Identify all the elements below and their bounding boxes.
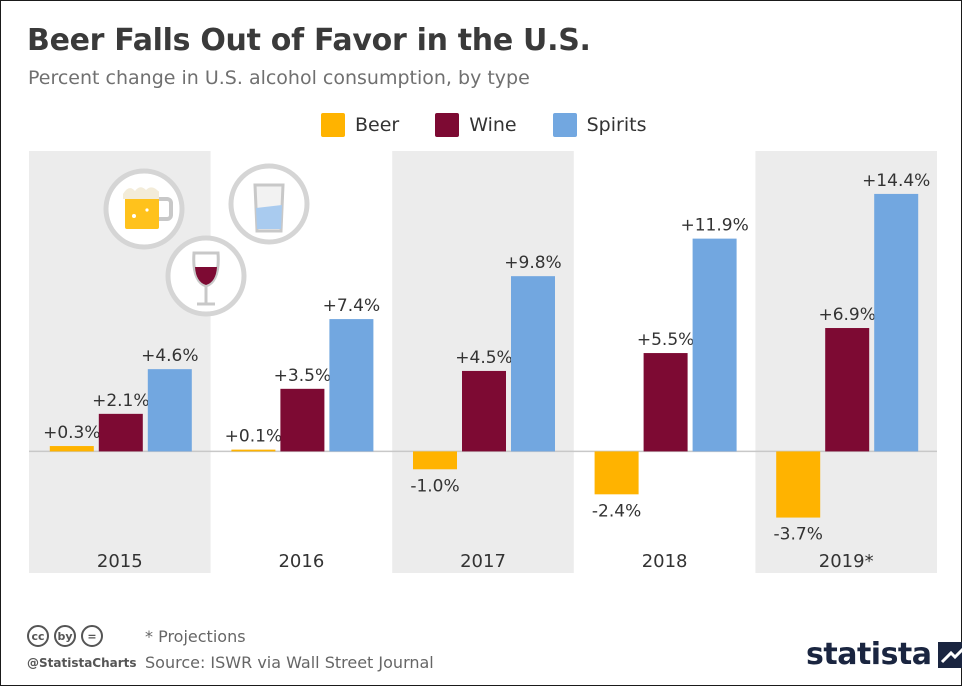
- data-label: +4.5%: [455, 348, 512, 368]
- bar-wine: [643, 353, 688, 452]
- statista-wordmark: statista: [806, 637, 932, 672]
- data-label: +6.9%: [818, 305, 875, 325]
- legend-label-spirits: Spirits: [586, 114, 647, 136]
- bar-beer: [776, 451, 821, 518]
- legend-item-beer: Beer: [321, 113, 399, 137]
- bar-wine: [280, 388, 325, 452]
- data-label: +2.1%: [92, 391, 149, 411]
- legend-swatch-beer: [321, 113, 345, 137]
- data-label: +7.4%: [323, 296, 380, 316]
- bar-beer: [413, 451, 457, 470]
- source-note: Source: ISWR via Wall Street Journal: [145, 653, 434, 672]
- bar-wine: [98, 413, 143, 452]
- statista-logo-icon: [937, 641, 962, 668]
- data-label: +5.5%: [637, 330, 694, 350]
- legend-label-wine: Wine: [469, 114, 517, 136]
- beer-mug-icon: [103, 168, 185, 250]
- legend-swatch-spirits: [552, 113, 577, 137]
- data-label: +14.4%: [862, 171, 930, 191]
- bar-wine: [462, 370, 506, 452]
- attribution-icon: by: [54, 625, 76, 647]
- x-tick-label: 2018: [642, 551, 688, 572]
- bar-spirits: [874, 193, 919, 452]
- data-label: -1.0%: [410, 476, 459, 496]
- x-tick-label: 2019*: [819, 551, 874, 572]
- chart-title: Beer Falls Out of Favor in the U.S.: [27, 23, 591, 58]
- license-icons: cc by =: [27, 625, 103, 647]
- data-label: +9.8%: [504, 253, 561, 273]
- legend-swatch-wine: [435, 113, 460, 137]
- x-tick-label: 2015: [97, 551, 143, 572]
- twitter-handle: @StatistaCharts: [27, 656, 137, 670]
- data-label: +4.6%: [141, 346, 198, 366]
- x-tick-label: 2017: [460, 551, 506, 572]
- no-derivatives-icon: =: [81, 625, 103, 647]
- bar-wine: [825, 328, 870, 452]
- statista-logo: statista: [806, 637, 962, 672]
- x-tick-label: 2016: [278, 551, 324, 572]
- legend-item-spirits: Spirits: [552, 113, 647, 137]
- water-glass-icon: [228, 163, 310, 245]
- bar-spirits: [329, 319, 374, 452]
- bar-beer: [49, 446, 94, 452]
- data-label: +0.1%: [225, 427, 282, 447]
- bar-spirits: [692, 238, 737, 452]
- bar-spirits: [511, 276, 555, 452]
- projections-note: * Projections: [145, 627, 246, 646]
- bar-beer: [231, 449, 276, 452]
- data-label: -3.7%: [774, 525, 823, 545]
- data-label: +3.5%: [274, 366, 331, 386]
- bar-spirits: [147, 369, 192, 452]
- data-label: +11.9%: [680, 216, 748, 236]
- chart-subtitle: Percent change in U.S. alcohol consumpti…: [28, 67, 530, 89]
- legend-label-beer: Beer: [355, 114, 400, 136]
- cc-icon: cc: [27, 625, 49, 647]
- legend: Beer Wine Spirits: [321, 113, 646, 137]
- data-label: +0.3%: [43, 423, 100, 443]
- bar-beer: [594, 451, 639, 495]
- data-label: -2.4%: [592, 501, 641, 521]
- wine-glass-icon: [165, 235, 247, 317]
- legend-item-wine: Wine: [435, 113, 517, 137]
